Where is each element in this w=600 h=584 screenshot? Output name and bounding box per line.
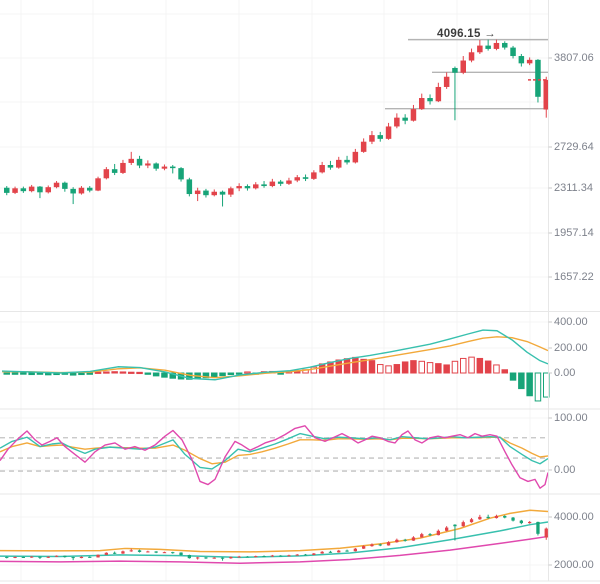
axis-label: 400.00 (554, 316, 588, 328)
macd-panel[interactable] (1, 329, 550, 402)
peak-price-annotation: 4096.15 → (437, 28, 496, 40)
axis-label: 2729.64 (554, 141, 594, 153)
axis-label: 200.00 (554, 342, 588, 354)
last-price-badge: 3517.91 (552, 73, 593, 85)
axis-label: 0.00 (554, 367, 576, 379)
kdj-panel[interactable] (0, 425, 549, 489)
axis-label: 1657.22 (554, 271, 594, 283)
boll-panel[interactable] (0, 509, 549, 564)
axis-label: 3807.06 (554, 52, 594, 64)
price-panel[interactable] (4, 38, 549, 207)
axis-label: 100.00 (554, 412, 588, 424)
axis-label: 1957.14 (554, 227, 594, 239)
axis-label: 2311.34 (554, 182, 593, 194)
countdown-badge: 23:02:15 (550, 90, 595, 102)
axis-label: 2000.00 (554, 559, 594, 571)
axis-label: 0.00 (554, 464, 576, 476)
axis-label: 4000.00 (554, 511, 594, 523)
